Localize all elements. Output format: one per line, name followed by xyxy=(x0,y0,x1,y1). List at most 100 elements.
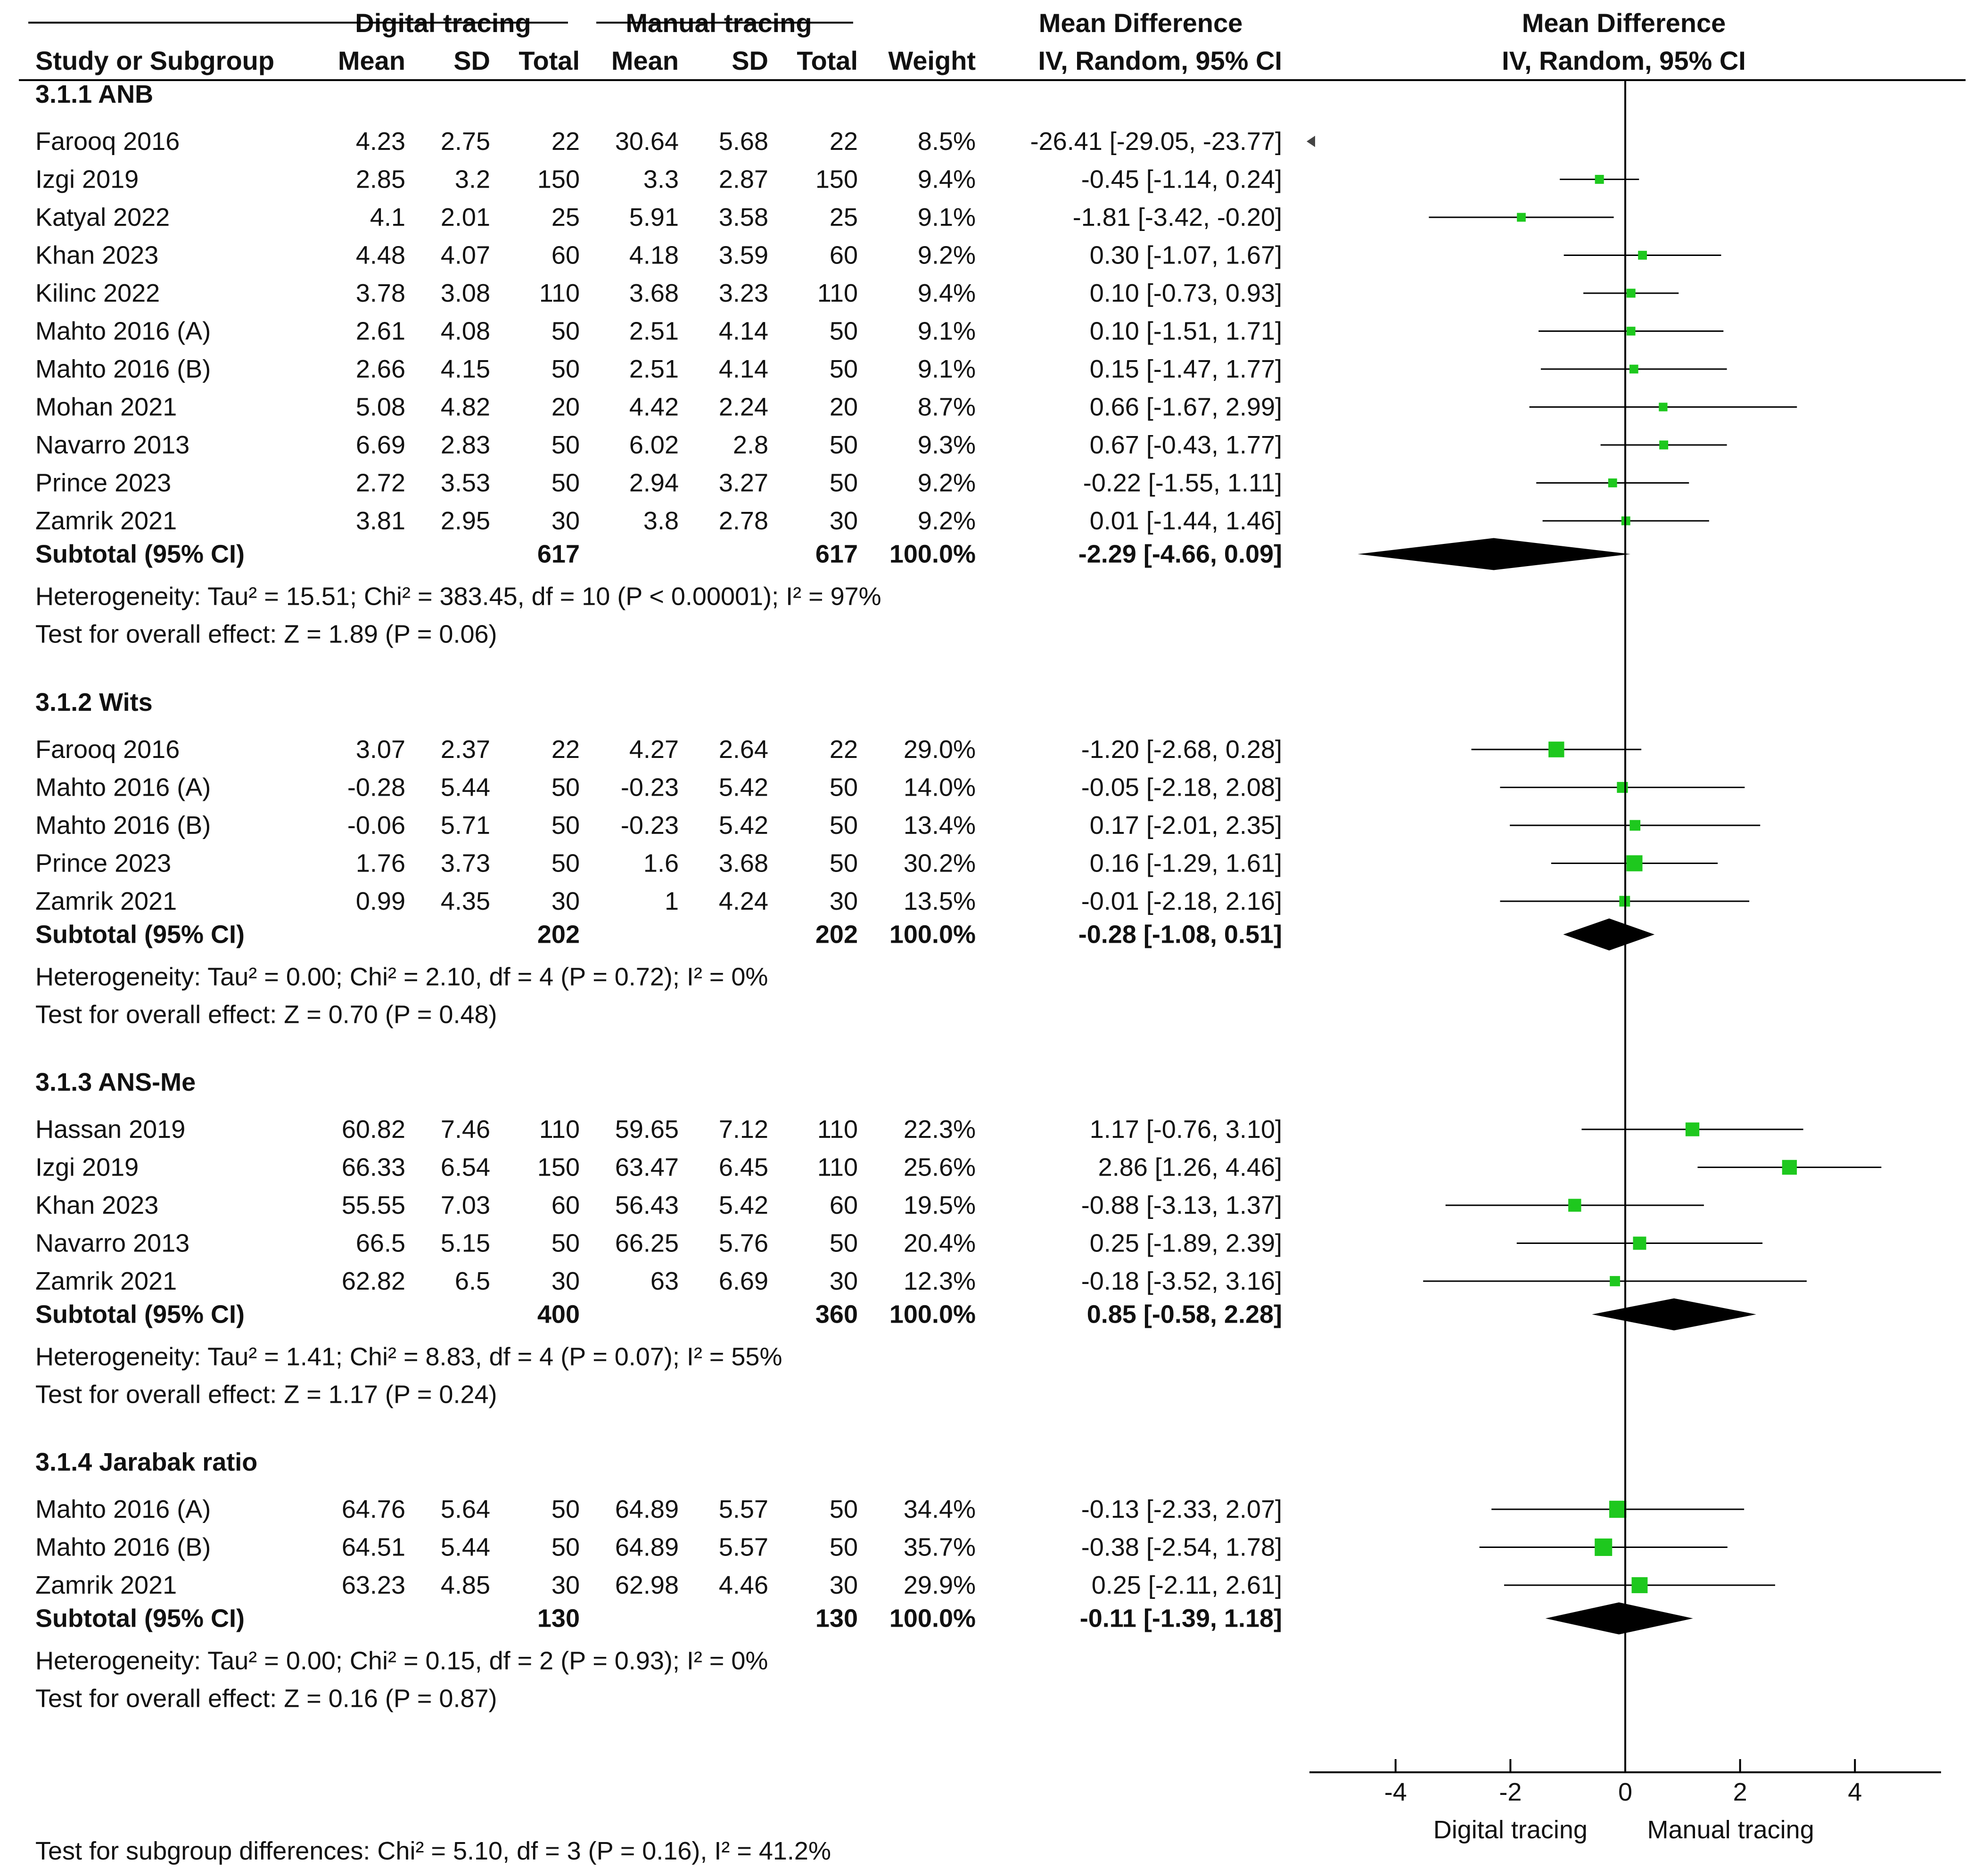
cell-weight: 8.7% xyxy=(918,393,976,421)
cell-n2: 25 xyxy=(830,203,858,231)
axis-label-left: Digital tracing xyxy=(1433,1816,1588,1844)
cell-sd2: 4.46 xyxy=(719,1571,768,1599)
effect-marker xyxy=(1568,1199,1581,1212)
effect-marker xyxy=(1631,1577,1648,1593)
study-name: Izgi 2019 xyxy=(35,1153,139,1182)
cell-m1: 2.61 xyxy=(356,317,405,346)
cell-sd1: 2.75 xyxy=(441,127,490,156)
cell-m1: 0.99 xyxy=(356,887,405,915)
axis-tick-label: 4 xyxy=(1848,1778,1862,1806)
subtotal-weight: 100.0% xyxy=(889,921,976,949)
effect-marker xyxy=(1609,1500,1627,1518)
study-name: Mahto 2016 (A) xyxy=(35,773,211,802)
cell-n1: 30 xyxy=(551,1267,580,1295)
cell-ci_text: -1.81 [-3.42, -0.20] xyxy=(1073,203,1282,231)
cell-ci_text: -0.22 [-1.55, 1.11] xyxy=(1083,469,1282,497)
cell-m1: 64.51 xyxy=(342,1533,405,1562)
cell-sd2: 3.68 xyxy=(719,849,768,878)
cell-m1: 6.69 xyxy=(356,431,405,459)
cell-sd1: 5.44 xyxy=(441,773,490,802)
cell-sd1: 3.08 xyxy=(441,279,490,307)
cell-weight: 8.5% xyxy=(918,127,976,156)
cell-n2: 60 xyxy=(830,241,858,270)
cell-sd2: 3.59 xyxy=(719,241,768,270)
study-name: Khan 2023 xyxy=(35,1191,158,1219)
cell-sd1: 6.5 xyxy=(455,1267,490,1295)
effect-marker xyxy=(1617,782,1628,793)
cell-m2: 30.64 xyxy=(615,127,679,156)
subtotal-n1: 400 xyxy=(537,1300,580,1329)
cell-m2: 1.6 xyxy=(643,849,679,878)
cell-n2: 22 xyxy=(830,127,858,156)
cell-m1: 4.48 xyxy=(356,241,405,270)
heterogeneity-text: Heterogeneity: Tau² = 1.41; Chi² = 8.83,… xyxy=(35,1343,782,1371)
cell-weight: 29.0% xyxy=(904,735,976,764)
md-header: Mean Difference xyxy=(1039,8,1243,38)
study-name: Mahto 2016 (A) xyxy=(35,317,211,346)
study-name: Izgi 2019 xyxy=(35,165,139,194)
cell-ci_text: 0.15 [-1.47, 1.77] xyxy=(1090,355,1282,383)
cell-n2: 150 xyxy=(815,165,858,194)
effect-marker xyxy=(1629,820,1641,831)
cell-sd2: 2.64 xyxy=(719,735,768,764)
cell-weight: 30.2% xyxy=(904,849,976,878)
axis-tick-label: -4 xyxy=(1384,1778,1407,1806)
effect-marker xyxy=(1638,251,1647,260)
cell-ci_text: -0.13 [-2.33, 2.07] xyxy=(1081,1495,1282,1523)
cell-weight: 9.4% xyxy=(918,165,976,194)
cell-sd2: 3.23 xyxy=(719,279,768,307)
total1-column-header: Total xyxy=(518,46,580,75)
cell-sd1: 4.82 xyxy=(441,393,490,421)
cell-weight: 9.3% xyxy=(918,431,976,459)
cell-n1: 50 xyxy=(551,849,580,878)
cell-m1: 66.33 xyxy=(342,1153,405,1182)
cell-n1: 50 xyxy=(551,1229,580,1258)
subtotal-diamond xyxy=(1545,1602,1693,1635)
cell-m1: 3.78 xyxy=(356,279,405,307)
cell-n1: 50 xyxy=(551,431,580,459)
cell-m1: 2.85 xyxy=(356,165,405,194)
cell-m2: 4.18 xyxy=(629,241,679,270)
cell-n1: 150 xyxy=(537,1153,580,1182)
heterogeneity-text: Heterogeneity: Tau² = 0.00; Chi² = 2.10,… xyxy=(35,963,768,991)
cell-n2: 50 xyxy=(830,773,858,802)
cell-n2: 30 xyxy=(830,1571,858,1599)
cell-sd1: 4.07 xyxy=(441,241,490,270)
cell-sd2: 2.87 xyxy=(719,165,768,194)
sd2-column-header: SD xyxy=(732,46,768,75)
effect-marker xyxy=(1548,741,1564,757)
cell-m2: 2.51 xyxy=(629,317,679,346)
axis-label-right: Manual tracing xyxy=(1647,1816,1814,1844)
overall-effect-text: Test for overall effect: Z = 0.70 (P = 0… xyxy=(35,1001,497,1029)
subtotal-diamond xyxy=(1592,1298,1756,1331)
cell-m2: 2.51 xyxy=(629,355,679,383)
cell-m2: 63.47 xyxy=(615,1153,679,1182)
cell-n1: 22 xyxy=(551,127,580,156)
cell-m1: 1.76 xyxy=(356,849,405,878)
cell-weight: 9.2% xyxy=(918,507,976,535)
effect-marker xyxy=(1626,327,1636,336)
subtotal-n1: 617 xyxy=(537,540,580,568)
cell-n1: 50 xyxy=(551,1533,580,1562)
axis-tick-label: 2 xyxy=(1733,1778,1747,1806)
cell-sd1: 4.85 xyxy=(441,1571,490,1599)
subtotal-weight: 100.0% xyxy=(889,1300,976,1329)
cell-sd2: 5.68 xyxy=(719,127,768,156)
cell-m1: 63.23 xyxy=(342,1571,405,1599)
effect-marker xyxy=(1595,1538,1613,1556)
cell-ci_text: -1.20 [-2.68, 0.28] xyxy=(1081,735,1282,764)
cell-sd2: 5.42 xyxy=(719,1191,768,1219)
plot-area xyxy=(1307,80,1882,1772)
cell-m2: 64.89 xyxy=(615,1533,679,1562)
cell-n2: 20 xyxy=(830,393,858,421)
offscale-arrow xyxy=(1307,136,1315,147)
cell-n1: 60 xyxy=(551,241,580,270)
cell-n1: 25 xyxy=(551,203,580,231)
cell-m1: 3.81 xyxy=(356,507,405,535)
cell-ci_text: -0.01 [-2.18, 2.16] xyxy=(1081,887,1282,915)
cell-weight: 9.1% xyxy=(918,317,976,346)
cell-sd1: 3.73 xyxy=(441,849,490,878)
cell-sd2: 5.76 xyxy=(719,1229,768,1258)
mean1-column-header: Mean xyxy=(338,46,405,75)
cell-m2: 62.98 xyxy=(615,1571,679,1599)
